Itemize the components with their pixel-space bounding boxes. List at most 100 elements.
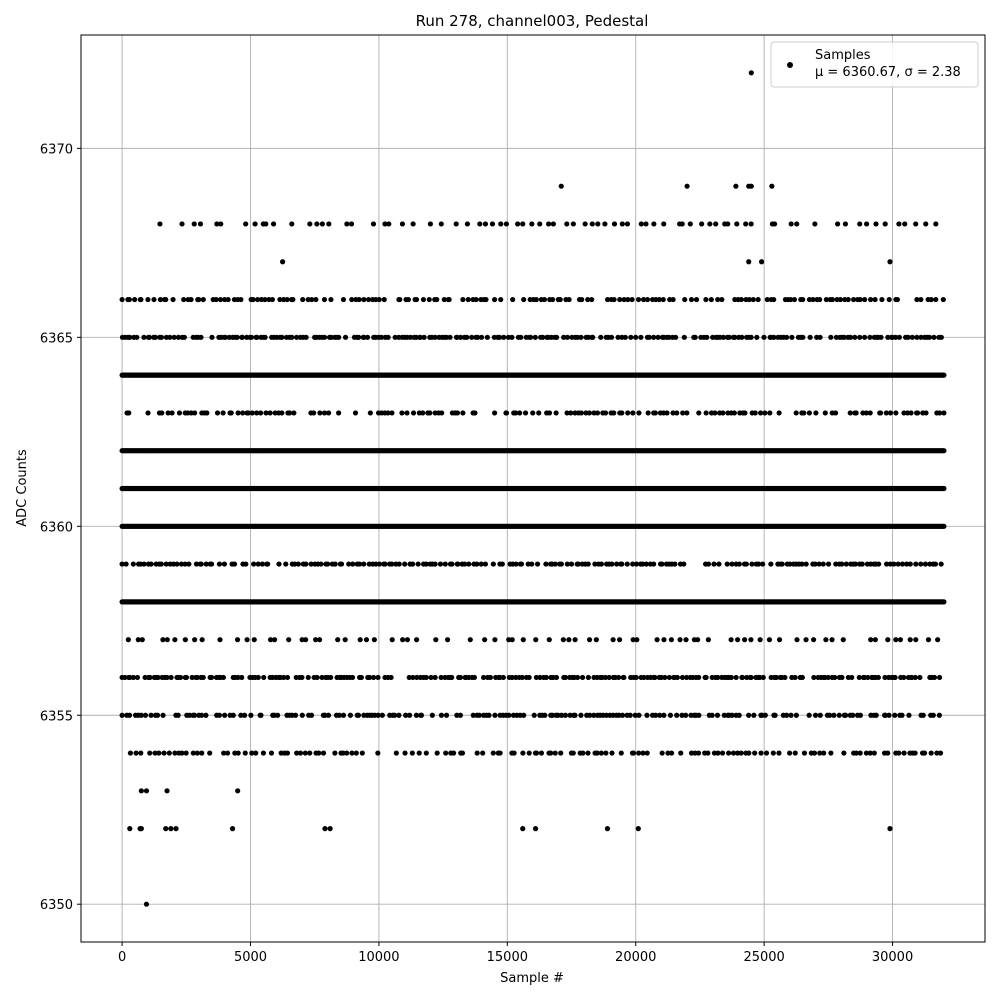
data-point <box>575 561 581 567</box>
data-point <box>158 334 165 340</box>
data-point <box>356 561 363 567</box>
data-point <box>134 674 141 681</box>
data-point <box>349 674 356 681</box>
data-point <box>513 410 519 416</box>
data-point <box>471 674 478 681</box>
data-point <box>847 410 853 416</box>
data-point <box>817 334 823 340</box>
data-point <box>625 410 631 416</box>
data-point <box>239 674 245 681</box>
data-point <box>338 561 345 567</box>
data-point <box>308 561 314 567</box>
data-point <box>432 561 438 567</box>
data-point <box>670 410 676 416</box>
data-point <box>342 334 349 340</box>
data-point <box>404 410 410 416</box>
data-point <box>767 410 773 416</box>
data-point <box>421 334 427 340</box>
data-point <box>432 334 438 340</box>
data-point <box>249 410 255 416</box>
data-point <box>799 561 805 567</box>
data-point <box>191 712 198 718</box>
data-point <box>899 712 905 718</box>
data-point <box>413 712 420 718</box>
data-point <box>506 712 512 718</box>
data-point <box>167 334 173 340</box>
data-point <box>526 674 532 681</box>
data-point <box>843 561 849 567</box>
data-point <box>941 410 947 416</box>
data-point <box>803 561 809 567</box>
data-point <box>141 561 147 567</box>
data-point <box>142 712 149 718</box>
data-point <box>119 296 125 303</box>
data-point <box>321 410 328 416</box>
data-point <box>572 712 578 718</box>
data-point <box>385 410 391 416</box>
data-point <box>438 674 444 681</box>
data-point <box>513 561 519 567</box>
data-point <box>389 561 395 567</box>
data-point <box>239 334 245 340</box>
data-point <box>931 334 937 340</box>
data-point <box>696 410 702 416</box>
data-point <box>364 334 371 340</box>
data-point <box>326 410 332 416</box>
data-point <box>275 712 281 718</box>
data-point <box>382 561 388 567</box>
data-point <box>518 561 525 567</box>
data-point <box>399 410 405 416</box>
data-point <box>509 674 515 681</box>
data-point <box>186 561 192 567</box>
data-point <box>733 674 739 681</box>
data-point <box>378 334 385 340</box>
data-point <box>449 674 455 681</box>
data-point <box>148 712 154 718</box>
data-point <box>711 561 717 567</box>
data-point <box>754 334 760 340</box>
data-point <box>799 674 805 681</box>
data-point <box>522 410 529 416</box>
data-point <box>705 561 712 567</box>
data-point <box>746 712 752 718</box>
data-point <box>222 712 228 718</box>
data-point <box>909 334 915 340</box>
data-point <box>439 410 445 416</box>
data-point <box>762 712 768 718</box>
data-point <box>882 712 888 718</box>
data-point <box>941 485 947 492</box>
data-point <box>655 334 661 340</box>
data-point <box>216 712 223 718</box>
data-point <box>839 674 845 681</box>
data-point <box>782 674 788 681</box>
data-point <box>392 712 398 718</box>
data-point <box>470 712 476 718</box>
data-point <box>598 334 604 340</box>
data-point <box>200 674 206 681</box>
data-point <box>267 410 273 416</box>
data-point <box>517 410 523 416</box>
data-point <box>240 410 246 416</box>
data-point <box>248 334 255 340</box>
data-point <box>748 674 754 681</box>
data-point <box>222 334 228 340</box>
data-point <box>621 674 627 681</box>
data-point <box>892 712 898 718</box>
data-point <box>208 561 215 567</box>
data-point <box>726 334 732 340</box>
data-point <box>486 712 492 718</box>
data-point <box>659 561 665 567</box>
data-point <box>813 410 819 416</box>
data-point <box>464 334 470 340</box>
data-point <box>350 561 356 567</box>
data-point <box>418 712 425 718</box>
data-point <box>119 712 125 718</box>
data-point <box>220 674 227 681</box>
data-point <box>787 561 793 567</box>
data-point <box>680 410 686 416</box>
data-point <box>679 712 685 718</box>
data-point <box>392 334 398 340</box>
data-point <box>892 674 898 681</box>
data-point <box>793 410 799 416</box>
data-point <box>403 712 409 718</box>
